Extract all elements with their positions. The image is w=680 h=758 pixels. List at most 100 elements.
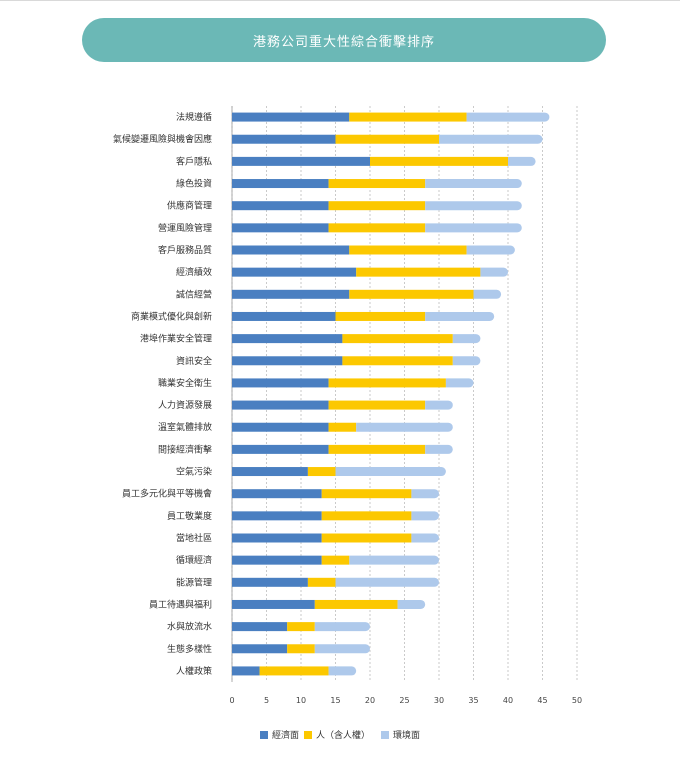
bar-segment-1 (328, 444, 426, 454)
bar-segment-2 (445, 378, 474, 388)
bar-segment-1 (321, 533, 412, 543)
bar-segment-0 (232, 555, 322, 565)
category-label: 綠色投資 (176, 178, 212, 190)
bar-segment-1 (287, 622, 315, 632)
bar-segment-2 (397, 599, 426, 609)
bar-segment-1 (321, 555, 350, 565)
category-label: 客戶隱私 (176, 155, 212, 167)
top-divider (0, 0, 680, 1)
x-tick-label: 0 (229, 696, 234, 705)
category-label: 法規遵循 (176, 111, 212, 123)
category-label: 生態多樣性 (167, 643, 212, 655)
bar-segment-2 (411, 533, 439, 543)
bar-segment-2 (466, 245, 515, 255)
x-tick-label: 25 (399, 696, 409, 705)
bar-segment-2 (349, 555, 439, 565)
bar-segment-1 (342, 356, 453, 366)
bar-segment-1 (307, 467, 336, 477)
bar-segment-2 (356, 422, 453, 432)
bar-segment-0 (232, 533, 322, 543)
bar-segment-1 (328, 201, 426, 211)
legend-label: 經濟面 (272, 729, 299, 741)
category-label: 資訊安全 (176, 355, 212, 367)
bar-segment-0 (232, 511, 322, 521)
bar-segment-1 (321, 511, 412, 521)
category-label: 當地社區 (176, 532, 212, 544)
category-label: 客戶服務品質 (158, 244, 212, 256)
category-label: 溫室氣體排放 (158, 421, 212, 433)
legend-swatch (381, 731, 389, 739)
x-tick-label: 5 (264, 696, 269, 705)
category-label: 供應商管理 (167, 200, 212, 212)
bar-segment-0 (232, 577, 308, 587)
bar-segment-0 (232, 400, 329, 410)
category-labels: 法規遵循氣候變遷風險與機會因應客戶隱私綠色投資供應商管理營運風險管理客戶服務品質… (113, 111, 212, 677)
bar-segment-1 (335, 311, 426, 321)
category-label: 人力資源發展 (158, 399, 212, 411)
bar-segment-0 (232, 267, 357, 277)
chart-title-banner: 港務公司重大性綜合衝擊排序 (82, 18, 606, 62)
legend-label: 人（含人權） (316, 729, 370, 741)
bar-segment-1 (335, 134, 439, 144)
bar-segment-2 (439, 134, 543, 144)
category-label: 職業安全衛生 (158, 377, 212, 389)
bar-segment-0 (232, 356, 343, 366)
category-label: 能源管理 (176, 576, 212, 588)
bar-segment-2 (425, 223, 522, 233)
bar-segment-0 (232, 289, 350, 299)
bar-segment-0 (232, 201, 329, 211)
bar-segment-1 (349, 245, 467, 255)
bars (232, 112, 550, 676)
bar-segment-2 (452, 356, 481, 366)
bar-segment-0 (232, 223, 329, 233)
bar-segment-0 (232, 134, 336, 144)
bar-segment-2 (335, 467, 446, 477)
bar-segment-2 (452, 334, 481, 344)
chart-title: 港務公司重大性綜合衝擊排序 (252, 34, 435, 50)
bar-segment-2 (335, 577, 439, 587)
bar-segment-2 (425, 400, 453, 410)
bar-segment-2 (314, 622, 370, 632)
legend-swatch (260, 731, 268, 739)
bar-segment-1 (307, 577, 336, 587)
legend: 經濟面 人（含人權） 環境面 (260, 729, 420, 741)
category-label: 員工待遇與福利 (149, 598, 212, 610)
bar-segment-0 (232, 179, 329, 189)
bar-segment-0 (232, 467, 308, 477)
x-tick-label: 10 (296, 696, 306, 705)
grid-lines (231, 106, 578, 682)
bar-segment-2 (425, 444, 453, 454)
category-label: 空氣污染 (176, 466, 212, 478)
legend-label: 環境面 (393, 729, 420, 741)
category-label: 商業模式優化與創新 (131, 310, 212, 322)
bar-segment-1 (370, 156, 508, 166)
bar-segment-0 (232, 422, 329, 432)
bar-segment-0 (232, 666, 260, 676)
bar-segment-0 (232, 112, 350, 122)
bar-segment-1 (328, 223, 426, 233)
bar-segment-2 (473, 289, 502, 299)
bar-segment-1 (328, 422, 357, 432)
bar-segment-2 (411, 511, 440, 521)
bar-segment-1 (259, 666, 329, 676)
bar-segment-1 (287, 644, 315, 654)
category-label: 循環經濟 (176, 554, 212, 566)
bar-segment-1 (328, 400, 426, 410)
legend-swatch (304, 731, 312, 739)
category-label: 誠信經營 (176, 288, 212, 300)
x-tick-labels: 0 5 10 15 20 25 30 35 40 45 50 (229, 696, 582, 705)
bar-segment-1 (314, 599, 398, 609)
category-label: 人權政策 (176, 665, 212, 677)
x-tick-label: 40 (503, 696, 513, 705)
bar-segment-0 (232, 334, 343, 344)
category-label: 營運風險管理 (158, 222, 212, 234)
bar-segment-0 (232, 156, 370, 166)
bar-segment-0 (232, 245, 350, 255)
category-label: 間接經濟衝擊 (158, 443, 212, 455)
bar-segment-1 (349, 112, 467, 122)
bar-segment-0 (232, 599, 315, 609)
bar-segment-1 (328, 179, 426, 189)
bar-segment-1 (356, 267, 481, 277)
bar-segment-1 (342, 334, 453, 344)
